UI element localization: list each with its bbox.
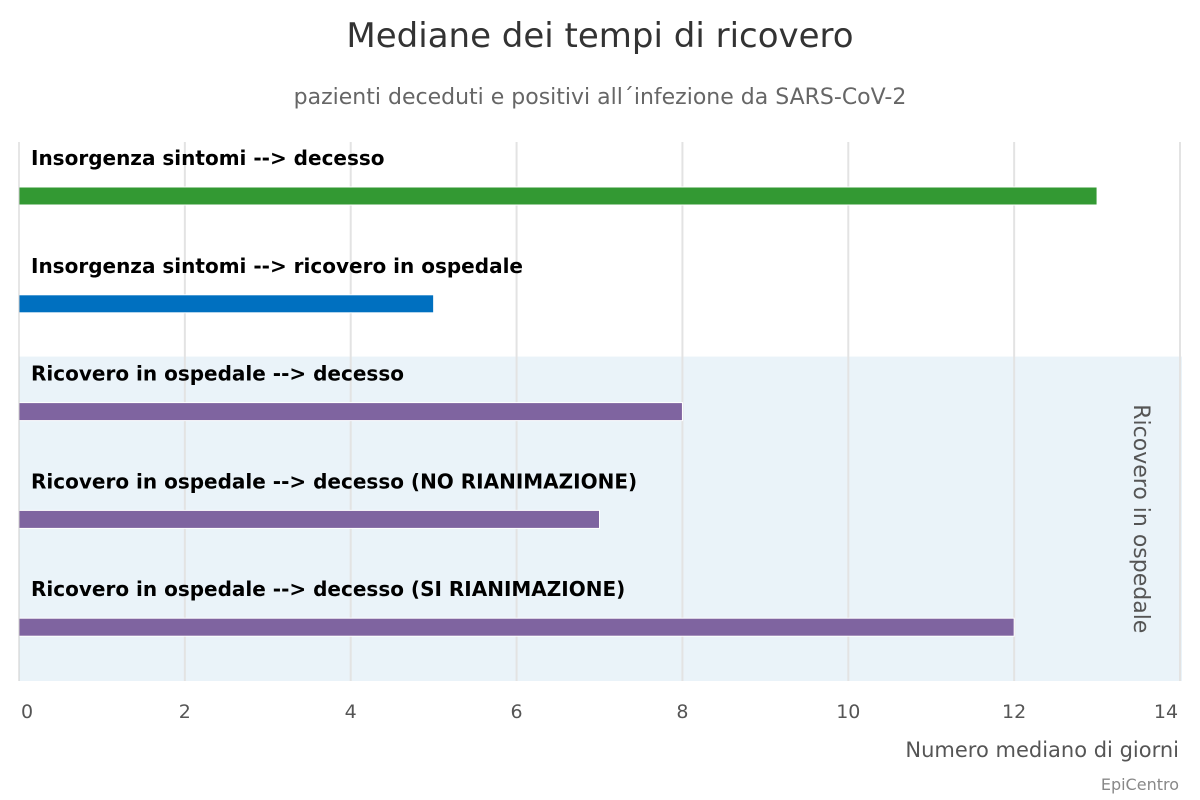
plot-band-label: Ricovero in ospedale — [1128, 404, 1153, 633]
bar-label: Insorgenza sintomi --> decesso — [31, 146, 385, 170]
bar[interactable] — [18, 186, 1098, 206]
chart-subtitle: pazienti deceduti e positivi all´infezio… — [294, 85, 907, 110]
bar[interactable] — [18, 617, 1015, 637]
x-axis: 0 2 4 6 8 10 12 14 — [18, 142, 1178, 723]
x-tick-label: 8 — [676, 701, 688, 723]
bar-label: Ricovero in ospedale --> decesso — [31, 362, 404, 386]
bars-layer: Insorgenza sintomi --> decesso Insorgenza… — [18, 146, 1098, 637]
x-tick-label: 10 — [836, 701, 860, 723]
x-tick-label: 6 — [511, 701, 523, 723]
bar-label: Ricovero in ospedale --> decesso (NO RIA… — [31, 469, 637, 493]
bar[interactable] — [18, 294, 435, 314]
x-tick-label: 0 — [21, 701, 33, 723]
x-tick-label: 12 — [1002, 701, 1026, 723]
x-tick-label: 2 — [179, 701, 191, 723]
bar[interactable] — [18, 402, 683, 422]
bar-label: Ricovero in ospedale --> decesso (SI RIA… — [31, 577, 625, 601]
credits-text: EpiCentro — [1101, 775, 1179, 794]
bar-label: Insorgenza sintomi --> ricovero in osped… — [31, 254, 523, 278]
chart-title: Mediane dei tempi di ricovero — [346, 16, 853, 56]
bar[interactable] — [18, 509, 600, 529]
x-tick-label: 4 — [345, 701, 357, 723]
x-tick-label: 14 — [1154, 701, 1178, 723]
x-axis-title: Numero mediano di giorni — [905, 738, 1179, 762]
